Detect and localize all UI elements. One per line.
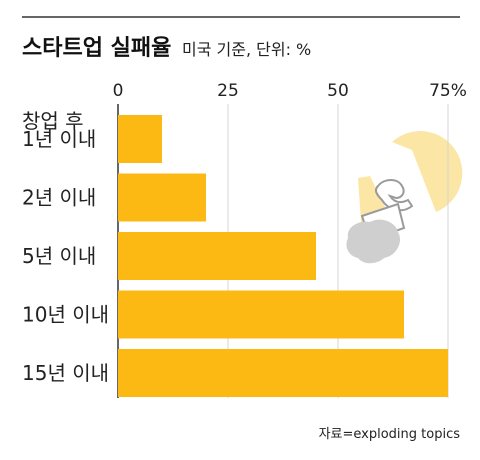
category-label: 5년 이내 <box>22 244 96 268</box>
chart-subtitle: 미국 기준, 단위: % <box>182 40 311 59</box>
x-tick-label: 75% <box>429 81 467 101</box>
bar <box>118 290 404 339</box>
category-label: 10년 이내 <box>22 303 109 327</box>
category-label: 1년 이내 <box>22 127 96 151</box>
bar <box>118 173 206 222</box>
bar <box>118 349 448 397</box>
bars <box>118 115 448 397</box>
category-label: 15년 이내 <box>22 361 109 385</box>
bar <box>118 232 316 280</box>
source-note: 자료=exploding topics <box>319 427 461 442</box>
x-tick-label: 25 <box>217 81 239 101</box>
category-header: 창업 후 <box>22 109 84 133</box>
x-tick-labels: 0 25 50 75% <box>113 81 467 101</box>
x-tick-label: 0 <box>113 81 124 101</box>
lightbulb-illustration <box>346 131 463 264</box>
category-labels: 1년 이내 2년 이내 5년 이내 10년 이내 15년 이내 <box>22 127 109 385</box>
chart-title: 스타트업 실패율 <box>22 36 171 61</box>
category-label: 2년 이내 <box>22 186 96 210</box>
bar <box>118 115 162 163</box>
x-tick-label: 50 <box>327 81 349 101</box>
